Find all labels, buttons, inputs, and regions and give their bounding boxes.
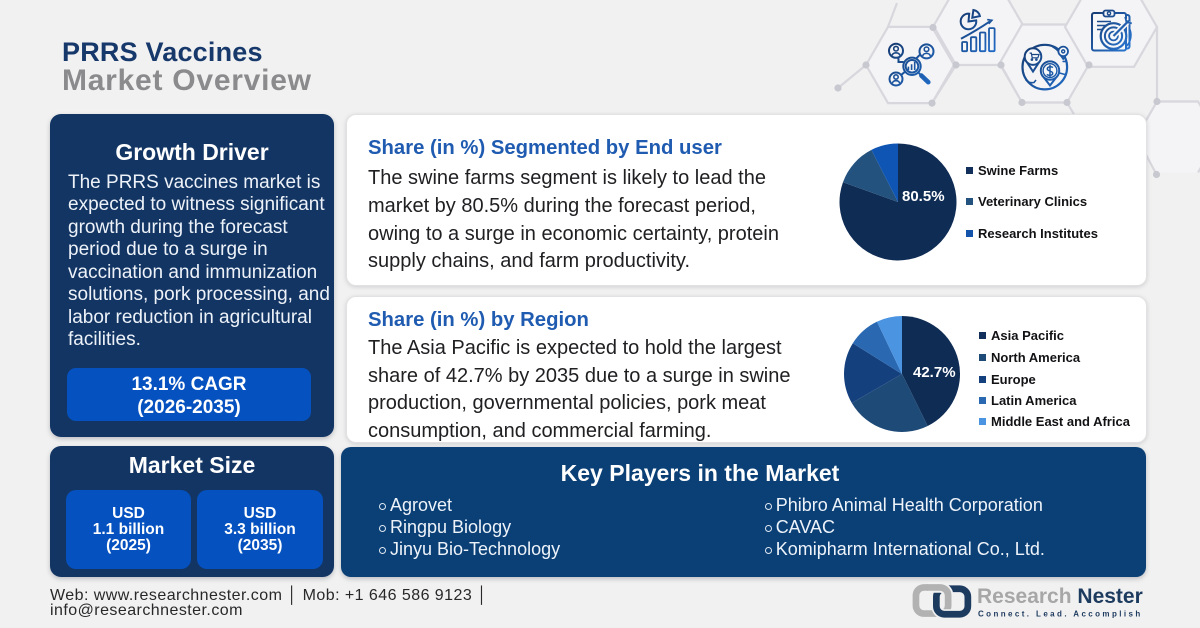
- svg-text:Connect. Lead. Accomplish: Connect. Lead. Accomplish: [978, 610, 1143, 619]
- svg-text:Research Nester: Research Nester: [977, 585, 1143, 608]
